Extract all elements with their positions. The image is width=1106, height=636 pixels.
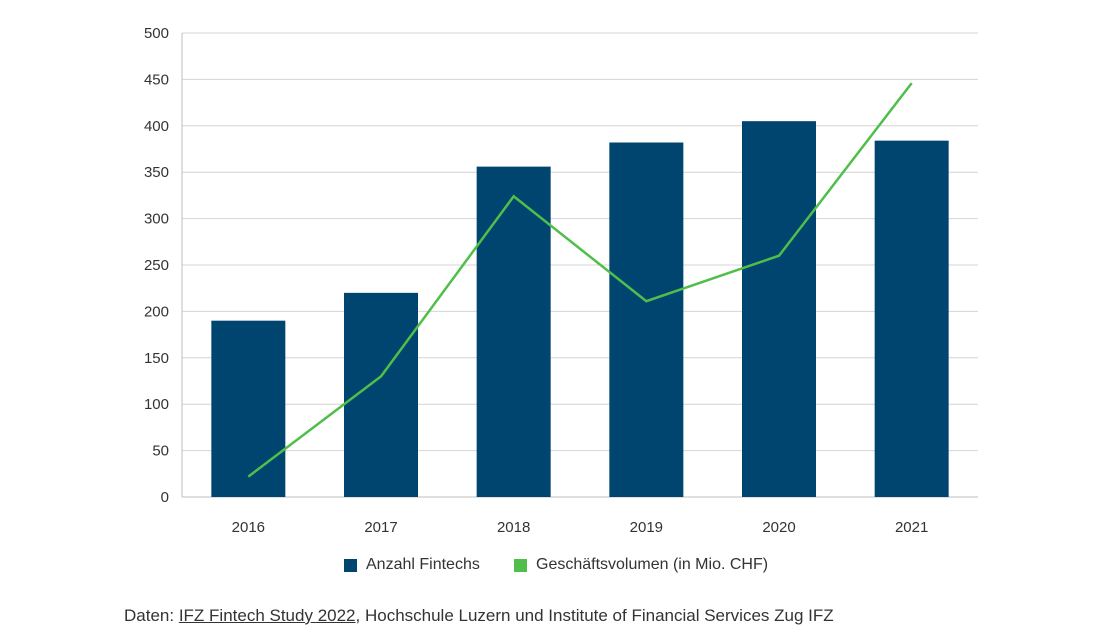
y-tick-label: 500 [144, 25, 169, 42]
y-tick-label: 300 [144, 211, 169, 228]
y-tick-label: 250 [144, 257, 169, 274]
source-link[interactable]: IFZ Fintech Study 2022 [178, 606, 356, 625]
legend-label-line: Geschäftsvolumen (in Mio. CHF) [536, 556, 769, 573]
bar-2020 [742, 121, 816, 497]
bar-series [211, 121, 949, 497]
x-tick-label: 2019 [630, 519, 663, 536]
bar-2016 [211, 320, 286, 497]
bar-2021 [874, 140, 949, 497]
bar-2019 [609, 142, 684, 497]
y-tick-label: 0 [161, 489, 169, 506]
legend: Anzahl Fintechs Geschäftsvolumen (in Mio… [0, 556, 1106, 578]
legend-label-bar: Anzahl Fintechs [366, 556, 480, 573]
source-suffix: , Hochschule Luzern und Institute of Fin… [355, 606, 834, 625]
gridlines [181, 32, 978, 498]
source-note: Daten: IFZ Fintech Study 2022, Hochschul… [124, 606, 834, 626]
legend-item-bar: Anzahl Fintechs [344, 556, 480, 574]
x-tick-label: 2016 [232, 519, 265, 536]
y-tick-label: 350 [144, 164, 169, 181]
y-tick-label: 150 [144, 350, 169, 367]
x-axis-ticks: 2016 2017 2018 2019 2020 2021 [232, 519, 929, 536]
source-prefix: Daten: [124, 606, 179, 625]
x-tick-label: 2020 [762, 519, 795, 536]
line-series [247, 82, 913, 478]
legend-item-line: Geschäftsvolumen (in Mio. CHF) [514, 556, 768, 574]
legend-swatch-bar [344, 558, 357, 572]
y-tick-label: 400 [144, 118, 169, 135]
y-tick-label: 100 [144, 396, 169, 413]
bar-2018 [476, 166, 551, 497]
y-tick-label: 50 [152, 443, 169, 460]
y-tick-label: 200 [144, 303, 169, 320]
legend-swatch-line [514, 558, 527, 572]
y-axis-ticks: 0 50 100 150 200 250 300 350 400 450 500 [144, 25, 169, 506]
x-tick-label: 2021 [895, 519, 928, 536]
x-tick-label: 2018 [497, 519, 530, 536]
x-tick-label: 2017 [364, 519, 397, 536]
line-path [247, 82, 913, 478]
y-tick-label: 450 [144, 71, 169, 88]
